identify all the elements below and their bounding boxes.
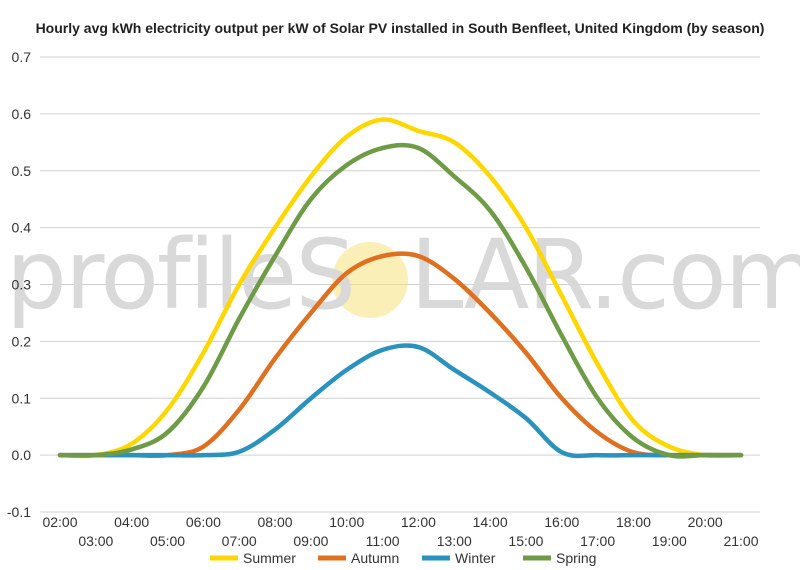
watermark: profileS LAR.com — [6, 219, 800, 331]
legend-label-spring: Spring — [556, 550, 596, 566]
x-tick-label: 09:00 — [293, 533, 328, 549]
x-tick-label: 18:00 — [616, 514, 651, 530]
x-tick-label: 15:00 — [508, 533, 543, 549]
legend-label-summer: Summer — [243, 550, 296, 566]
series-line-summer — [57, 117, 744, 459]
x-tick-label: 10:00 — [329, 514, 364, 530]
watermark-text-b: LAR.com — [410, 219, 800, 331]
x-tick-label: 21:00 — [723, 533, 758, 549]
y-axis-ticks: -0.1 0.0 0.1 0.2 0.3 0.4 0.5 0.6 0.7 — [7, 49, 31, 520]
series-lines — [57, 117, 744, 459]
watermark-text-a: profileS — [6, 219, 354, 331]
x-tick-label: 17:00 — [580, 533, 615, 549]
x-tick-label: 08:00 — [258, 514, 293, 530]
y-tick-label: 0.1 — [12, 390, 32, 406]
x-tick-label: 03:00 — [78, 533, 113, 549]
x-tick-label: 19:00 — [652, 533, 687, 549]
x-tick-label: 11:00 — [366, 533, 400, 549]
x-tick-label: 13:00 — [437, 533, 472, 549]
series-line-spring — [57, 142, 744, 459]
chart-title: Hourly avg kWh electricity output per kW… — [36, 20, 765, 36]
x-tick-label: 07:00 — [222, 533, 257, 549]
x-tick-label: 12:00 — [401, 514, 436, 530]
legend-label-winter: Winter — [455, 550, 496, 566]
watermark-sun — [332, 242, 408, 318]
x-tick-label: 20:00 — [688, 514, 723, 530]
y-tick-label: 0.2 — [12, 333, 32, 349]
y-tick-label: 0.5 — [12, 163, 32, 179]
x-axis-ticks: 02:0003:0004:0005:0006:0007:0008:0009:00… — [42, 514, 758, 549]
x-tick-label: 16:00 — [544, 514, 579, 530]
y-tick-label: 0.4 — [12, 220, 32, 236]
x-tick-label: 04:00 — [114, 514, 149, 530]
x-tick-label: 02:00 — [42, 514, 77, 530]
y-tick-label: 0.7 — [12, 49, 32, 65]
legend-label-autumn: Autumn — [351, 550, 399, 566]
y-tick-label: 0.6 — [12, 106, 32, 122]
y-tick-label: 0.3 — [12, 277, 32, 293]
x-tick-label: 14:00 — [473, 514, 508, 530]
x-tick-label: 05:00 — [150, 533, 185, 549]
x-tick-label: 06:00 — [186, 514, 221, 530]
y-tick-label: 0.0 — [12, 447, 32, 463]
series-line-winter — [57, 343, 744, 459]
y-tick-label: -0.1 — [7, 504, 31, 520]
legend: Summer Autumn Winter Spring — [210, 550, 596, 566]
